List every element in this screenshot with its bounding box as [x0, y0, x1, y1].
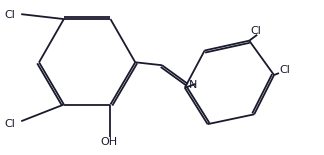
Text: Cl: Cl	[4, 119, 15, 129]
Text: Cl: Cl	[279, 65, 290, 75]
Text: N: N	[189, 80, 197, 90]
Text: Cl: Cl	[250, 26, 261, 36]
Text: Cl: Cl	[4, 10, 15, 20]
Text: OH: OH	[100, 137, 118, 147]
